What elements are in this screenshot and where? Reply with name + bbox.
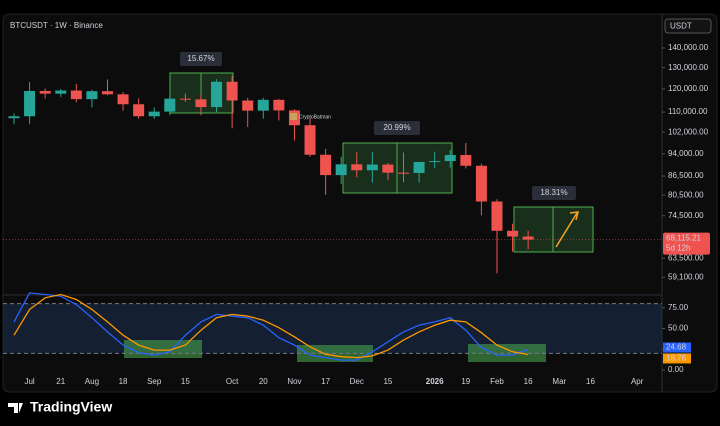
x-tick-label: 2026	[426, 377, 444, 386]
candle-body	[444, 155, 456, 162]
x-tick-label: 19	[461, 377, 470, 386]
annotation-label: 20.99%	[383, 123, 410, 132]
candle-body	[133, 104, 145, 117]
candle-body	[413, 161, 425, 173]
candle-body	[351, 164, 363, 171]
x-tick-label: 21	[56, 377, 65, 386]
candle-body	[164, 98, 176, 112]
last-price-badge	[663, 232, 710, 255]
candle-body	[398, 172, 409, 174]
y-tick-label: 50.00	[668, 324, 689, 333]
candle-body	[39, 90, 51, 94]
chart-panel	[2, 13, 718, 393]
candle-body	[101, 91, 113, 95]
y-tick-label: 130,000.00	[668, 63, 709, 72]
y-tick-label: 102,000.00	[668, 127, 709, 136]
x-tick-label: Apr	[631, 377, 644, 386]
x-tick-label: 16	[586, 377, 595, 386]
x-tick-label: 15	[181, 377, 190, 386]
countdown-label: 5d 12h	[666, 244, 690, 253]
annotation-label: 15.67%	[187, 54, 214, 63]
y-tick-label: 75.00	[668, 303, 689, 312]
x-tick-label: 18	[119, 377, 128, 386]
last-value-label: 24.68	[666, 343, 687, 352]
currency-button[interactable]	[664, 18, 712, 34]
trend-arrow	[555, 212, 578, 248]
candle-body	[24, 90, 36, 117]
annotation-label-bg	[532, 186, 576, 200]
annotation-label-bg	[180, 52, 222, 66]
candle-body	[522, 236, 534, 240]
candle-body	[304, 125, 316, 155]
candle-body	[382, 164, 394, 173]
x-tick-label: Aug	[85, 377, 99, 386]
y-tick-label: 140,000.00	[668, 43, 709, 52]
y-tick-label: 94,000.00	[668, 149, 704, 158]
x-tick-label: Mar	[552, 377, 566, 386]
candle-body	[429, 161, 441, 163]
candle-body	[335, 164, 347, 176]
candle-body	[179, 98, 191, 100]
candle-body	[460, 155, 472, 166]
symbol-title: BTCUSDT · 1W · Binance	[10, 21, 103, 30]
brand-logo	[8, 403, 23, 413]
trend-arrow-head	[569, 211, 579, 221]
annotation-label: 18.31%	[540, 188, 567, 197]
candle-body	[491, 201, 503, 231]
candle-body	[70, 90, 82, 100]
x-tick-label: 16	[524, 377, 533, 386]
x-tick-label: Nov	[287, 377, 301, 386]
candle-body	[117, 94, 129, 105]
candle-body	[148, 111, 160, 117]
y-tick-label: 80,500.00	[668, 190, 704, 199]
oscillator-line	[13, 293, 529, 359]
x-tick-label: 17	[321, 377, 330, 386]
candle-body	[257, 99, 269, 111]
candle-body	[195, 99, 207, 108]
candle-body	[211, 81, 223, 108]
candle-body	[86, 91, 98, 100]
x-tick-label: Sep	[147, 377, 162, 386]
marker-label: CryptoBatman	[299, 114, 331, 120]
oscillator-line	[13, 292, 529, 361]
y-tick-label: 74,500.00	[668, 211, 704, 220]
last-value-label: 18.76	[666, 354, 687, 363]
candle-body	[8, 116, 20, 119]
candle-body	[507, 230, 519, 237]
y-tick-label: 120,000.00	[668, 84, 709, 93]
annotation-label-bg	[374, 121, 420, 135]
candle-body	[366, 164, 378, 171]
y-tick-label: 63,500.00	[668, 253, 704, 262]
candle-body	[320, 154, 332, 176]
candle-body	[475, 165, 487, 202]
candle-body	[242, 100, 254, 111]
x-tick-label: 20	[259, 377, 268, 386]
candle-body	[226, 81, 238, 101]
y-tick-label: 86,500.00	[668, 171, 704, 180]
x-tick-label: Dec	[350, 377, 364, 386]
x-tick-label: Oct	[226, 377, 239, 386]
y-tick-label: 0.00	[668, 365, 684, 374]
candle-body	[55, 90, 67, 94]
currency-label[interactable]: USDT	[670, 22, 692, 31]
marker-icon	[290, 113, 297, 120]
brand-name: TradingView	[30, 399, 112, 415]
last-price-label: 68,115.21	[666, 234, 702, 243]
x-tick-label: Jul	[24, 377, 34, 386]
y-tick-label: 110,000.00	[668, 107, 708, 116]
x-tick-label: 15	[383, 377, 392, 386]
x-tick-label: Feb	[490, 377, 504, 386]
candle-body	[273, 99, 285, 111]
last-value-badge	[663, 353, 691, 364]
last-value-badge	[663, 342, 691, 353]
y-tick-label: 59,100.00	[668, 272, 704, 281]
